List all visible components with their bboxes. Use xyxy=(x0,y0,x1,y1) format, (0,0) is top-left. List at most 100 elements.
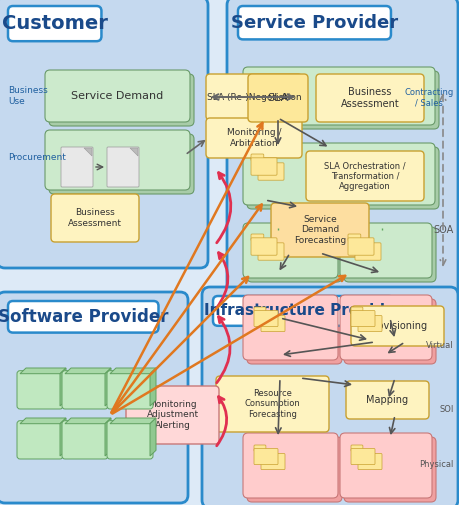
Text: Customer: Customer xyxy=(2,14,107,33)
Polygon shape xyxy=(150,418,156,456)
FancyBboxPatch shape xyxy=(246,71,438,129)
FancyBboxPatch shape xyxy=(251,238,276,255)
FancyBboxPatch shape xyxy=(0,0,207,268)
FancyBboxPatch shape xyxy=(345,381,428,419)
FancyBboxPatch shape xyxy=(107,421,153,459)
FancyBboxPatch shape xyxy=(242,67,434,125)
Polygon shape xyxy=(105,368,111,406)
Polygon shape xyxy=(105,418,111,456)
FancyBboxPatch shape xyxy=(253,445,265,451)
FancyBboxPatch shape xyxy=(257,163,283,180)
FancyBboxPatch shape xyxy=(357,316,381,332)
FancyBboxPatch shape xyxy=(357,450,369,457)
FancyBboxPatch shape xyxy=(246,299,341,364)
Text: Software Provider: Software Provider xyxy=(0,308,168,326)
Text: SOI: SOI xyxy=(439,406,453,415)
Polygon shape xyxy=(65,418,111,424)
FancyBboxPatch shape xyxy=(242,295,337,360)
FancyBboxPatch shape xyxy=(62,371,108,409)
FancyBboxPatch shape xyxy=(51,194,139,242)
FancyBboxPatch shape xyxy=(247,74,308,122)
FancyBboxPatch shape xyxy=(253,448,277,465)
FancyBboxPatch shape xyxy=(260,450,272,457)
Text: Business
Assessment: Business Assessment xyxy=(68,208,122,228)
FancyBboxPatch shape xyxy=(354,243,380,260)
FancyBboxPatch shape xyxy=(260,316,285,332)
FancyBboxPatch shape xyxy=(339,223,431,278)
FancyBboxPatch shape xyxy=(242,223,337,278)
FancyBboxPatch shape xyxy=(206,74,302,120)
FancyBboxPatch shape xyxy=(17,371,63,409)
FancyBboxPatch shape xyxy=(251,154,263,161)
FancyBboxPatch shape xyxy=(45,130,190,190)
FancyBboxPatch shape xyxy=(347,234,360,241)
Polygon shape xyxy=(110,368,156,374)
FancyBboxPatch shape xyxy=(246,437,341,502)
Polygon shape xyxy=(65,368,111,374)
Text: Service
Demand
Forecasting: Service Demand Forecasting xyxy=(293,215,345,245)
FancyBboxPatch shape xyxy=(251,234,263,241)
Text: Service Demand: Service Demand xyxy=(71,91,163,101)
Polygon shape xyxy=(20,418,66,424)
FancyBboxPatch shape xyxy=(126,386,218,444)
FancyBboxPatch shape xyxy=(226,0,457,333)
Text: Monitoring /
Arbitration: Monitoring / Arbitration xyxy=(226,128,280,147)
FancyBboxPatch shape xyxy=(62,421,108,459)
FancyBboxPatch shape xyxy=(357,312,369,318)
Text: SLA (Re-)Negotiation: SLA (Re-)Negotiation xyxy=(206,92,301,102)
FancyBboxPatch shape xyxy=(0,292,188,503)
FancyBboxPatch shape xyxy=(347,238,373,255)
FancyBboxPatch shape xyxy=(17,421,63,459)
Text: SLA Orchestration /
Transformation /
Aggregation: SLA Orchestration / Transformation / Agg… xyxy=(324,161,405,191)
Polygon shape xyxy=(110,418,156,424)
Polygon shape xyxy=(150,368,156,406)
Polygon shape xyxy=(60,418,66,456)
FancyBboxPatch shape xyxy=(354,239,367,246)
Text: Provisioning: Provisioning xyxy=(367,321,426,331)
Text: Virtual: Virtual xyxy=(425,340,453,349)
Text: Contracting
/ Sales: Contracting / Sales xyxy=(404,88,453,108)
FancyBboxPatch shape xyxy=(107,147,139,187)
FancyBboxPatch shape xyxy=(257,243,283,260)
Polygon shape xyxy=(20,368,66,374)
FancyBboxPatch shape xyxy=(61,147,93,187)
FancyBboxPatch shape xyxy=(270,203,368,257)
FancyBboxPatch shape xyxy=(253,307,265,314)
Polygon shape xyxy=(84,148,92,156)
Polygon shape xyxy=(130,148,138,156)
FancyBboxPatch shape xyxy=(246,227,341,282)
Text: SLA: SLA xyxy=(267,93,288,103)
Text: Business
Assessment: Business Assessment xyxy=(340,87,398,109)
FancyBboxPatch shape xyxy=(357,453,381,470)
Text: Mapping: Mapping xyxy=(366,395,408,405)
FancyBboxPatch shape xyxy=(260,453,285,470)
FancyBboxPatch shape xyxy=(202,287,457,505)
FancyBboxPatch shape xyxy=(350,448,374,465)
Polygon shape xyxy=(60,368,66,406)
Text: Service Provider: Service Provider xyxy=(230,14,397,32)
FancyBboxPatch shape xyxy=(350,306,443,346)
FancyBboxPatch shape xyxy=(350,307,362,314)
FancyBboxPatch shape xyxy=(206,118,302,158)
FancyBboxPatch shape xyxy=(251,158,276,175)
FancyBboxPatch shape xyxy=(49,134,194,194)
FancyBboxPatch shape xyxy=(257,239,270,246)
FancyBboxPatch shape xyxy=(8,6,101,41)
FancyBboxPatch shape xyxy=(237,6,390,39)
FancyBboxPatch shape xyxy=(107,371,153,409)
FancyBboxPatch shape xyxy=(242,433,337,498)
FancyBboxPatch shape xyxy=(315,74,423,122)
Text: Procurement: Procurement xyxy=(8,154,66,163)
FancyBboxPatch shape xyxy=(257,159,270,166)
Text: Business
Use: Business Use xyxy=(8,86,48,106)
FancyBboxPatch shape xyxy=(213,296,393,326)
Text: Infrastructure Provider: Infrastructure Provider xyxy=(203,304,402,318)
FancyBboxPatch shape xyxy=(242,143,434,205)
Text: SOA: SOA xyxy=(433,225,453,235)
Text: Resource
Consumption
Forecasting: Resource Consumption Forecasting xyxy=(244,389,300,419)
FancyBboxPatch shape xyxy=(260,312,272,318)
FancyBboxPatch shape xyxy=(8,301,158,333)
FancyBboxPatch shape xyxy=(253,311,277,327)
FancyBboxPatch shape xyxy=(350,311,374,327)
Text: Monitoring
Adjustment
Alerting: Monitoring Adjustment Alerting xyxy=(146,400,198,430)
